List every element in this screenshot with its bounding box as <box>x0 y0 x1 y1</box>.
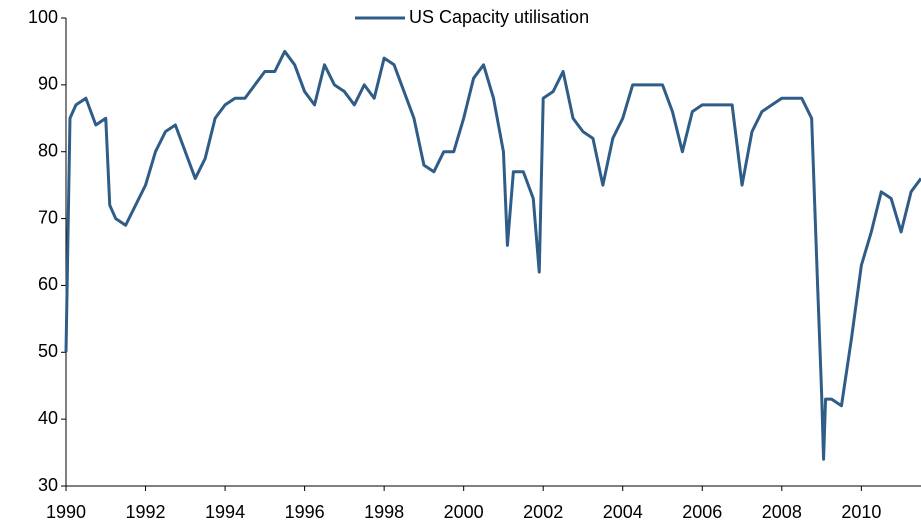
y-tick-label: 90 <box>38 74 58 94</box>
x-tick-label: 1994 <box>205 502 245 522</box>
y-tick-label: 40 <box>38 408 58 428</box>
y-tick-label: 100 <box>28 7 58 27</box>
x-tick-label: 2000 <box>444 502 484 522</box>
x-tick-label: 1996 <box>285 502 325 522</box>
y-tick-label: 70 <box>38 207 58 227</box>
x-tick-label: 1992 <box>126 502 166 522</box>
y-tick-label: 50 <box>38 341 58 361</box>
x-tick-label: 2010 <box>841 502 881 522</box>
x-tick-label: 1990 <box>46 502 86 522</box>
legend-label: US Capacity utilisation <box>409 7 589 27</box>
y-tick-label: 30 <box>38 475 58 495</box>
y-tick-label: 80 <box>38 140 58 160</box>
line-series <box>64 49 921 461</box>
x-tick-label: 2008 <box>762 502 802 522</box>
x-tick-label: 2006 <box>682 502 722 522</box>
y-tick-label: 60 <box>38 274 58 294</box>
x-tick-label: 2004 <box>603 502 643 522</box>
x-tick-label: 1998 <box>364 502 404 522</box>
x-tick-label: 2002 <box>523 502 563 522</box>
